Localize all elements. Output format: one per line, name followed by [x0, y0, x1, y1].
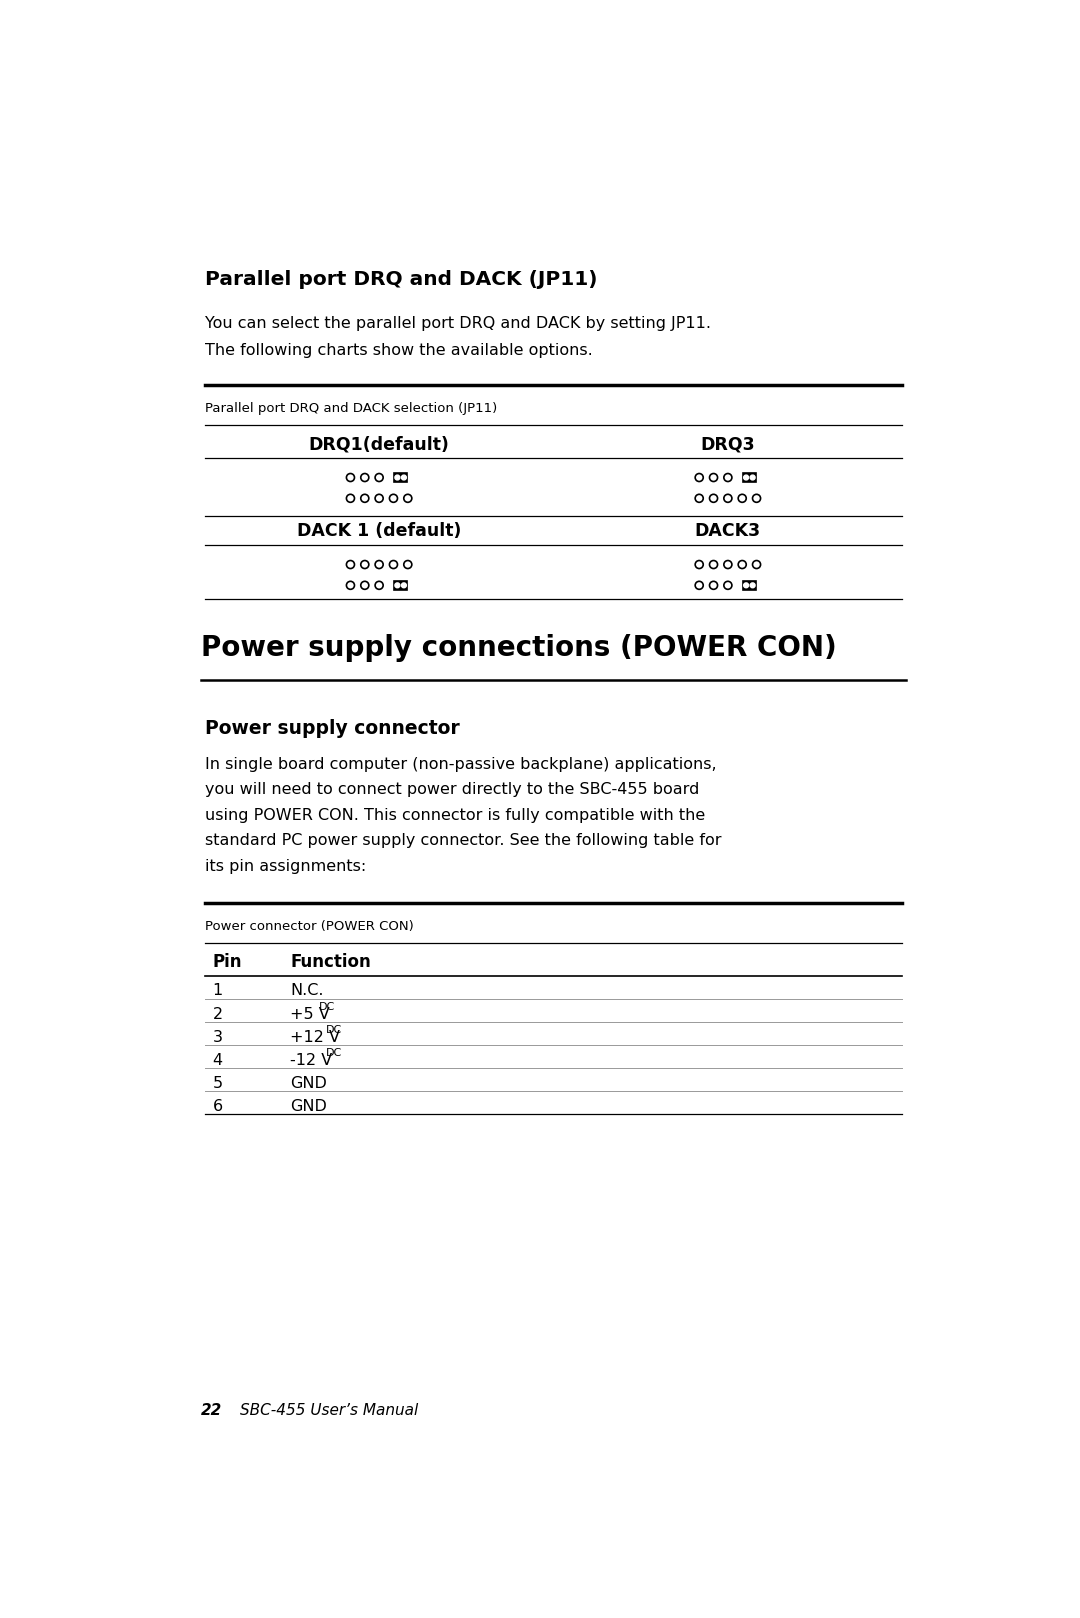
Text: Parallel port DRQ and DACK selection (JP11): Parallel port DRQ and DACK selection (JP… [205, 401, 497, 416]
Text: Power connector (POWER CON): Power connector (POWER CON) [205, 921, 414, 934]
FancyBboxPatch shape [394, 581, 407, 589]
Text: using POWER CON. This connector is fully compatible with the: using POWER CON. This connector is fully… [205, 807, 705, 824]
Text: Pin: Pin [213, 953, 242, 971]
Circle shape [744, 476, 748, 481]
Text: Power supply connections (POWER CON): Power supply connections (POWER CON) [201, 634, 837, 662]
Circle shape [402, 476, 406, 481]
Text: -12 V: -12 V [291, 1053, 333, 1068]
Text: You can select the parallel port DRQ and DACK by setting JP11.: You can select the parallel port DRQ and… [205, 316, 711, 330]
Circle shape [395, 476, 400, 481]
Text: DC: DC [319, 1002, 335, 1013]
Text: The following charts show the available options.: The following charts show the available … [205, 343, 593, 358]
FancyBboxPatch shape [743, 581, 756, 589]
Text: DACK3: DACK3 [694, 523, 761, 540]
Text: DC: DC [326, 1048, 342, 1058]
Text: N.C.: N.C. [291, 984, 324, 998]
Text: 22: 22 [201, 1403, 222, 1419]
Circle shape [751, 582, 755, 587]
Text: Power supply connector: Power supply connector [205, 718, 459, 738]
Circle shape [751, 476, 755, 481]
Text: 5: 5 [213, 1076, 222, 1091]
Text: +5 V: +5 V [291, 1006, 329, 1021]
Text: Function: Function [291, 953, 370, 971]
Circle shape [402, 582, 406, 587]
Text: DRQ1(default): DRQ1(default) [309, 435, 449, 453]
Text: 6: 6 [213, 1099, 222, 1113]
Text: +12 V: +12 V [291, 1029, 340, 1045]
Text: 4: 4 [213, 1053, 222, 1068]
Text: 2: 2 [213, 1006, 222, 1021]
Text: DC: DC [326, 1026, 342, 1036]
FancyBboxPatch shape [394, 472, 407, 482]
Text: In single board computer (non-passive backplane) applications,: In single board computer (non-passive ba… [205, 757, 716, 772]
Text: SBC-455 User’s Manual: SBC-455 User’s Manual [240, 1403, 418, 1419]
Text: you will need to connect power directly to the SBC-455 board: you will need to connect power directly … [205, 783, 699, 798]
Text: DRQ3: DRQ3 [701, 435, 755, 453]
Text: its pin assignments:: its pin assignments: [205, 859, 366, 874]
Text: Parallel port DRQ and DACK (JP11): Parallel port DRQ and DACK (JP11) [205, 270, 597, 288]
Text: DACK 1 (default): DACK 1 (default) [297, 523, 461, 540]
Circle shape [744, 582, 748, 587]
Text: GND: GND [291, 1076, 327, 1091]
Text: standard PC power supply connector. See the following table for: standard PC power supply connector. See … [205, 833, 721, 848]
Text: 3: 3 [213, 1029, 222, 1045]
Text: 1: 1 [213, 984, 222, 998]
Text: GND: GND [291, 1099, 327, 1113]
FancyBboxPatch shape [743, 472, 756, 482]
Circle shape [395, 582, 400, 587]
